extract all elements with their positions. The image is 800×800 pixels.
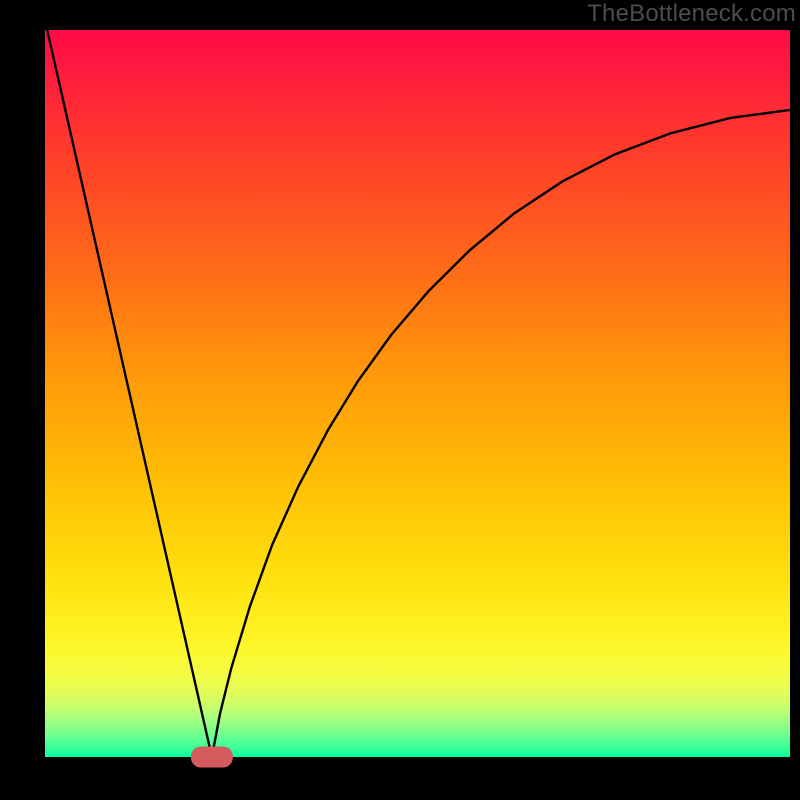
bottleneck-chart	[0, 0, 800, 800]
plot-background	[45, 30, 790, 757]
watermark-text: TheBottleneck.com	[587, 0, 796, 28]
root-container: TheBottleneck.com	[0, 0, 800, 800]
vertex-marker	[191, 747, 233, 768]
